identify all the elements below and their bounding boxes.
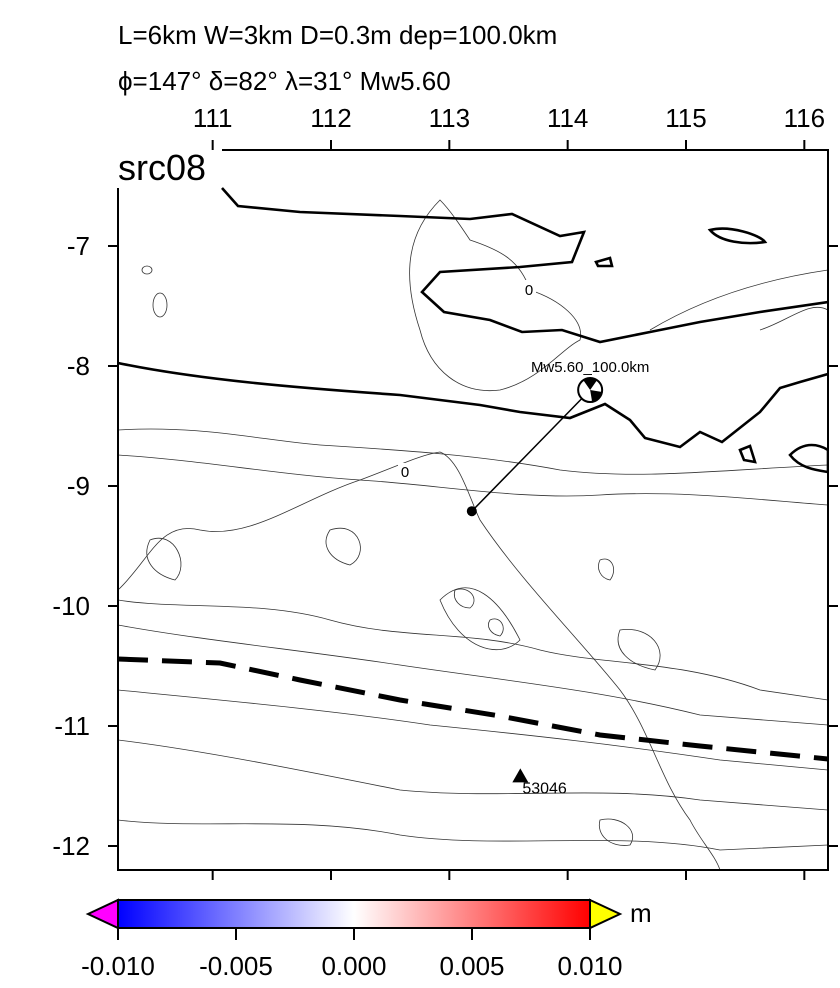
x-tick-label: 114	[547, 103, 588, 133]
map-frame	[117, 149, 829, 871]
colorbar-tick-label: 0.005	[439, 951, 504, 981]
panel-label: src08	[118, 147, 206, 188]
x-tick-label: 113	[429, 103, 470, 133]
contour-label: 0	[525, 282, 533, 299]
y-tick-label: -8	[67, 351, 90, 381]
y-tick-label: -11	[54, 711, 90, 741]
event-link	[471, 389, 591, 512]
x-tick-label: 112	[310, 103, 351, 133]
x-tick-label: 111	[193, 103, 233, 133]
x-tick-label: 115	[665, 103, 706, 133]
event-label: Mw5.60_100.0km	[531, 359, 649, 376]
x-tick-label: 116	[784, 103, 825, 133]
title: L=6km W=3km D=0.3m dep=100.0km	[118, 20, 557, 50]
station-label: 53046	[522, 780, 567, 797]
colorbar-tick-label: 0.000	[321, 951, 386, 981]
colorbar	[85, 898, 623, 930]
panel-label-box	[112, 142, 222, 188]
colorbar-tick-label: -0.005	[199, 951, 273, 981]
y-tick-label: -12	[52, 831, 90, 861]
y-tick-label: -7	[67, 231, 90, 261]
colorbar-unit: m	[630, 898, 652, 928]
colorbar-tick-label: 0.010	[557, 951, 622, 981]
station-marker	[512, 768, 529, 783]
y-tick-label: -9	[67, 471, 90, 501]
beachball-quadrant	[583, 377, 603, 402]
contour-label: 0	[401, 464, 409, 481]
source-point	[466, 506, 477, 517]
colorbar-tick-label: -0.010	[81, 951, 155, 981]
y-tick-label: -10	[52, 591, 90, 621]
subtitle: ϕ=147° δ=82° λ=31° Mw5.60	[118, 66, 451, 96]
contours	[118, 187, 828, 870]
